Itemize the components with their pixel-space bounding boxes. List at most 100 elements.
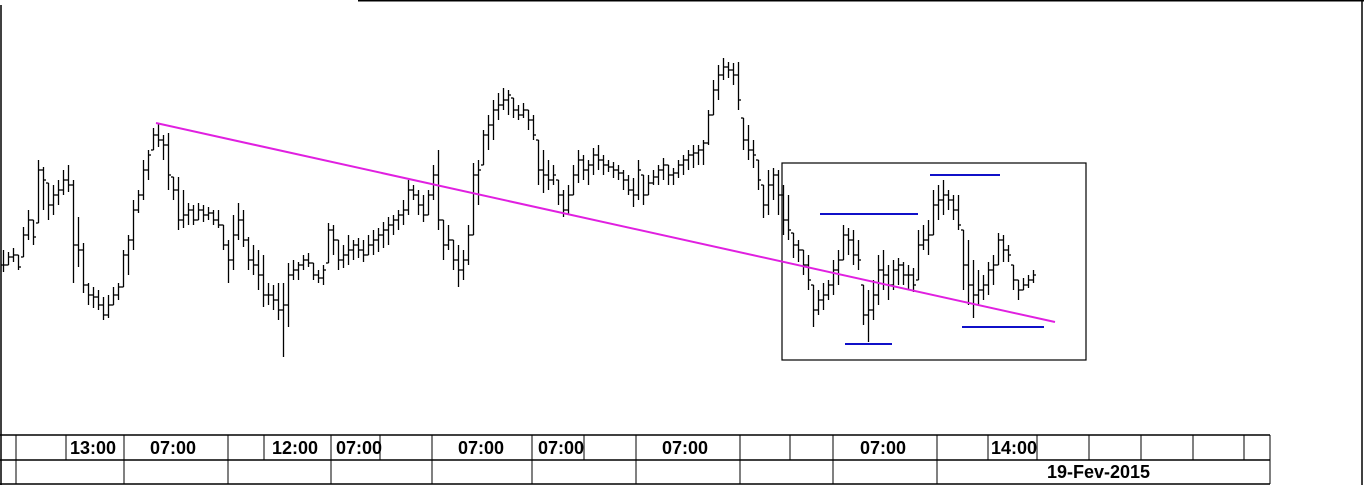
ohlc-bar bbox=[796, 240, 801, 262]
ohlc-bars bbox=[1, 58, 1036, 357]
ohlc-bar bbox=[151, 128, 156, 151]
ohlc-bar bbox=[316, 270, 321, 283]
ohlc-bar bbox=[736, 62, 741, 110]
ohlc-bar bbox=[531, 115, 536, 140]
ohlc-bar bbox=[136, 190, 141, 213]
trendline[interactable] bbox=[155, 122, 1056, 323]
ohlc-bar bbox=[416, 190, 421, 215]
ohlc-bar bbox=[786, 195, 791, 240]
ohlc-bar bbox=[176, 177, 181, 230]
ohlc-bar bbox=[571, 165, 576, 196]
ohlc-bar bbox=[916, 230, 921, 281]
ohlc-bar bbox=[941, 180, 946, 215]
ohlc-bar bbox=[861, 284, 866, 325]
ohlc-bar bbox=[61, 170, 66, 195]
ohlc-bar bbox=[221, 224, 226, 250]
ohlc-bar bbox=[121, 250, 126, 288]
ohlc-bar bbox=[826, 280, 831, 300]
ohlc-bar bbox=[661, 158, 666, 180]
ohlc-bar bbox=[536, 139, 541, 185]
ohlc-bar bbox=[741, 117, 746, 150]
ohlc-bar bbox=[1031, 270, 1036, 283]
time-label: 07:00 bbox=[860, 438, 906, 458]
ohlc-bar bbox=[476, 160, 481, 205]
ohlc-bar bbox=[266, 283, 271, 305]
ohlc-bar bbox=[546, 160, 551, 190]
ohlc-bar bbox=[676, 160, 681, 178]
ohlc-bar bbox=[906, 265, 911, 290]
drawing-objects bbox=[155, 122, 1087, 361]
ohlc-bar bbox=[426, 190, 431, 216]
ohlc-bar bbox=[876, 255, 881, 305]
ohlc-bar bbox=[911, 268, 916, 292]
ohlc-bar bbox=[631, 178, 636, 207]
ohlc-bar bbox=[656, 165, 661, 185]
ohlc-bar bbox=[401, 200, 406, 225]
ohlc-bar bbox=[306, 253, 311, 267]
ohlc-bar bbox=[636, 160, 641, 200]
ohlc-bar bbox=[616, 165, 621, 180]
ohlc-bar bbox=[146, 150, 151, 180]
ohlc-bar bbox=[1026, 275, 1031, 288]
time-label: 14:00 bbox=[991, 438, 1037, 458]
ohlc-bar bbox=[651, 170, 656, 185]
ohlc-bar bbox=[101, 297, 106, 320]
ohlc-bar bbox=[231, 215, 236, 270]
ohlc-bar bbox=[1011, 264, 1016, 290]
ohlc-bar bbox=[576, 150, 581, 183]
ohlc-bar bbox=[26, 210, 31, 240]
ohlc-bar bbox=[526, 109, 531, 130]
time-label: 07:00 bbox=[150, 438, 196, 458]
ohlc-bar bbox=[851, 230, 856, 265]
ohlc-bar bbox=[81, 243, 86, 293]
ohlc-bar bbox=[91, 287, 96, 308]
ohlc-bar bbox=[971, 260, 976, 318]
ohlc-bar bbox=[166, 133, 171, 190]
ohlc-bar bbox=[16, 254, 21, 270]
ohlc-bar bbox=[131, 200, 136, 250]
ohlc-bar bbox=[466, 225, 471, 265]
ohlc-bar bbox=[111, 287, 116, 306]
ohlc-bar bbox=[241, 210, 246, 247]
time-label: 13:00 bbox=[70, 438, 116, 458]
ohlc-bar bbox=[936, 185, 941, 220]
ohlc-bar bbox=[1, 250, 6, 272]
ohlc-bar bbox=[451, 239, 456, 270]
ohlc-bar bbox=[331, 225, 336, 255]
ohlc-bar bbox=[51, 185, 56, 215]
ohlc-bar bbox=[696, 145, 701, 165]
ohlc-bar bbox=[926, 220, 931, 255]
ohlc-bar bbox=[191, 205, 196, 225]
ohlc-bar bbox=[1021, 278, 1026, 291]
ohlc-bar bbox=[6, 252, 11, 266]
ohlc-bar bbox=[396, 210, 401, 230]
ohlc-bar bbox=[821, 283, 826, 310]
ohlc-bar bbox=[276, 283, 281, 320]
ohlc-bar bbox=[866, 290, 871, 342]
ohlc-bar bbox=[686, 150, 691, 170]
ohlc-bar bbox=[701, 140, 706, 165]
ohlc-bar bbox=[261, 255, 266, 307]
ohlc-bar bbox=[1016, 279, 1021, 300]
ohlc-bar bbox=[366, 235, 371, 256]
ohlc-bar bbox=[641, 174, 646, 205]
ohlc-bar bbox=[901, 262, 906, 285]
ohlc-bar bbox=[471, 163, 476, 236]
ohlc-bar bbox=[1001, 235, 1006, 262]
ohlc-bar bbox=[646, 175, 651, 196]
ohlc-bar bbox=[446, 225, 451, 250]
ohlc-bar bbox=[386, 217, 391, 245]
ohlc-bar bbox=[361, 240, 366, 262]
ohlc-bar bbox=[226, 240, 231, 283]
ohlc-bar bbox=[666, 164, 671, 185]
ohlc-bar bbox=[66, 165, 71, 192]
ohlc-bar bbox=[721, 58, 726, 80]
ohlc-bar bbox=[256, 250, 261, 290]
ohlc-bar bbox=[126, 235, 131, 275]
ohlc-bar bbox=[356, 238, 361, 258]
ohlc-bar bbox=[596, 145, 601, 170]
ohlc-bar bbox=[491, 100, 496, 140]
time-label: 12:00 bbox=[272, 438, 318, 458]
ohlc-bar bbox=[36, 160, 41, 224]
ohlc-bar bbox=[76, 217, 81, 267]
